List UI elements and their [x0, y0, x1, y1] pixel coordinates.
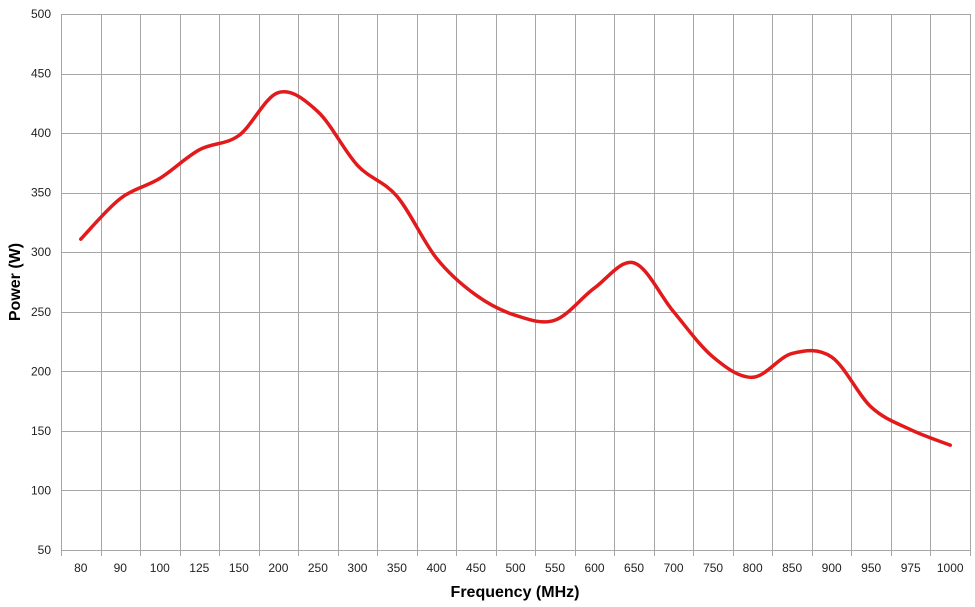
data-point	[712, 356, 715, 359]
data-point	[949, 444, 952, 447]
x-axis-title: Frequency (MHz)	[451, 584, 580, 601]
data-point	[79, 238, 82, 241]
x-tick-label: 125	[189, 561, 209, 575]
series-group	[79, 90, 952, 447]
data-point	[435, 257, 438, 260]
data-point	[514, 314, 517, 317]
x-tick-label: 350	[387, 561, 407, 575]
x-tick-label: 250	[308, 561, 328, 575]
x-tick-label: 80	[74, 561, 88, 575]
data-point	[672, 310, 675, 313]
x-tick-label: 500	[505, 561, 525, 575]
y-tick-label: 400	[31, 126, 51, 140]
y-tick-label: 100	[31, 483, 51, 497]
x-axis-tick-labels: 80 90 100 125 150 200 250 300 350 400 450 500 550 600…	[74, 561, 964, 575]
y-tick-label: 300	[31, 245, 51, 259]
y-tick-label: 200	[31, 364, 51, 378]
y-axis-title: Power (W)	[7, 243, 24, 321]
x-tick-label: 400	[426, 561, 446, 575]
x-tick-label: 550	[545, 561, 565, 575]
data-point	[158, 177, 161, 180]
data-point	[237, 134, 240, 137]
x-tick-label: 900	[822, 561, 842, 575]
x-tick-label: 150	[229, 561, 249, 575]
y-tick-label: 450	[31, 67, 51, 81]
x-tick-label: 650	[624, 561, 644, 575]
y-tick-label: 150	[31, 424, 51, 438]
y-tick-label: 50	[38, 543, 52, 557]
x-tick-label: 200	[268, 561, 288, 575]
data-point	[830, 356, 833, 359]
data-point	[870, 406, 873, 409]
x-tick-label: 700	[664, 561, 684, 575]
y-tick-label: 500	[31, 7, 51, 21]
data-point	[474, 294, 477, 297]
data-point	[277, 91, 280, 94]
x-tick-label: 850	[782, 561, 802, 575]
data-point	[119, 197, 122, 200]
x-tick-label: 300	[347, 561, 367, 575]
x-tick-label: 450	[466, 561, 486, 575]
x-tick-label: 950	[861, 561, 881, 575]
data-point	[198, 148, 201, 151]
data-point	[633, 261, 636, 264]
x-tick-label: 100	[150, 561, 170, 575]
x-tick-label: 750	[703, 561, 723, 575]
y-axis-tick-labels: 50 100 150 200 250 300 350 400 450 500	[31, 7, 51, 557]
x-tick-label: 975	[901, 561, 921, 575]
series-line	[79, 90, 952, 447]
grid-lines	[61, 14, 971, 556]
data-point	[395, 195, 398, 198]
data-point	[554, 319, 557, 322]
data-point	[751, 376, 754, 379]
x-tick-label: 90	[114, 561, 128, 575]
y-tick-label: 350	[31, 186, 51, 200]
data-point	[356, 164, 359, 167]
x-tick-label: 800	[743, 561, 763, 575]
x-tick-label: 600	[585, 561, 605, 575]
data-point	[791, 352, 794, 355]
y-tick-label: 250	[31, 305, 51, 319]
x-tick-label: 1000	[937, 561, 964, 575]
data-point	[909, 428, 912, 431]
data-point	[593, 286, 596, 289]
data-point	[316, 110, 319, 113]
